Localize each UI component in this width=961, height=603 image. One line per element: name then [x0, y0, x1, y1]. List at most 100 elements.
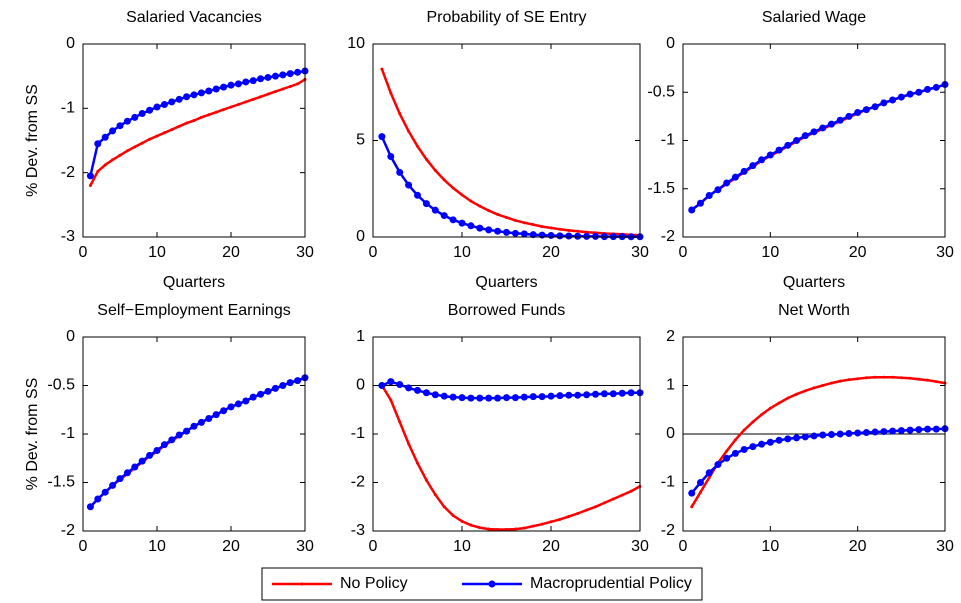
- series-marker: [511, 229, 519, 237]
- axes-box: [82, 336, 306, 532]
- y-tick-label: -1.5: [47, 474, 75, 491]
- series-marker: [751, 420, 755, 424]
- x-tick-label: 0: [369, 244, 378, 261]
- series-marker: [212, 85, 220, 93]
- series-marker: [749, 162, 757, 170]
- series-marker: [932, 83, 940, 91]
- series-marker: [707, 476, 711, 480]
- series-marker: [469, 199, 473, 203]
- series-marker: [740, 167, 748, 175]
- series-marker: [220, 83, 228, 91]
- series-marker: [212, 411, 220, 419]
- series-marker: [199, 115, 203, 119]
- series-marker: [451, 513, 455, 517]
- series-marker: [131, 113, 139, 121]
- series-marker: [882, 375, 886, 379]
- series-marker: [775, 436, 783, 444]
- series-marker: [197, 418, 205, 426]
- series-marker: [389, 91, 393, 95]
- x-tick-label: 20: [849, 538, 867, 555]
- series-marker: [190, 422, 198, 430]
- series-marker: [775, 146, 783, 154]
- series-line: [89, 78, 306, 187]
- series-marker: [926, 378, 930, 382]
- series-marker: [476, 394, 484, 402]
- y-tick-label: 0: [66, 35, 75, 52]
- series-marker: [873, 375, 877, 379]
- legend: No Policy Macroprudential Policy: [261, 567, 703, 601]
- y-tick-label: 1: [666, 377, 675, 394]
- series-marker: [242, 397, 250, 405]
- series-marker: [175, 431, 183, 439]
- series-marker: [731, 449, 739, 457]
- y-tick-label: 10: [347, 35, 365, 52]
- series-marker: [827, 430, 835, 438]
- series-marker: [513, 218, 517, 222]
- series-marker: [86, 503, 94, 511]
- series-marker: [602, 501, 606, 505]
- series-marker: [396, 381, 404, 389]
- series-marker: [629, 489, 633, 493]
- series-marker: [924, 85, 932, 93]
- y-tick-label: 0: [66, 328, 75, 345]
- series-marker: [529, 393, 537, 401]
- series-marker: [422, 200, 430, 208]
- y-tick-label: -1: [351, 425, 365, 442]
- y-tick-label: -1.5: [647, 180, 675, 197]
- series-marker: [227, 81, 235, 89]
- x-tick-label: 30: [296, 244, 314, 261]
- series-marker: [505, 528, 508, 532]
- series-marker: [819, 431, 827, 439]
- series-marker: [387, 153, 395, 161]
- series-marker: [416, 144, 419, 148]
- y-tick-label: 0: [666, 35, 675, 52]
- series-marker: [698, 490, 702, 494]
- x-tick-label: 0: [679, 538, 688, 555]
- y-tick-label: -1: [61, 100, 75, 117]
- series-marker: [505, 216, 508, 220]
- x-axis-label: Quarters: [163, 274, 225, 291]
- series-marker: [558, 517, 562, 521]
- x-tick-label: 0: [679, 244, 688, 261]
- series-marker: [574, 391, 582, 399]
- x-tick-label: 20: [542, 538, 560, 555]
- y-tick-label: 2: [666, 328, 675, 345]
- series-marker: [146, 451, 154, 459]
- series-marker: [469, 523, 473, 527]
- series-marker: [854, 109, 862, 117]
- series-marker: [273, 90, 277, 94]
- series-marker: [407, 442, 411, 446]
- y-tick-label: -2: [61, 522, 75, 539]
- series-marker: [405, 384, 413, 392]
- series-marker: [549, 226, 553, 230]
- series-marker: [714, 186, 722, 194]
- series-marker: [627, 389, 635, 397]
- series-marker: [414, 386, 421, 394]
- series-marker: [880, 428, 888, 436]
- series-marker: [222, 108, 226, 112]
- series-marker: [749, 443, 757, 451]
- subplot: Salaried Wage Quarters 0 10 20 30 -2 -1.5 -1 -0.5…: [647, 9, 954, 291]
- series-marker: [889, 427, 897, 435]
- series-marker: [880, 99, 888, 107]
- series-marker: [889, 96, 897, 104]
- series-marker: [908, 376, 912, 380]
- series-marker: [160, 100, 168, 108]
- series-marker: [819, 124, 827, 132]
- series-marker: [279, 382, 287, 389]
- series-marker: [398, 420, 402, 424]
- series-marker: [531, 524, 535, 528]
- x-tick-label: 20: [542, 244, 560, 261]
- series-marker: [460, 519, 464, 523]
- series-marker: [585, 508, 589, 512]
- series-marker: [899, 376, 903, 380]
- legend-label: No Policy: [340, 575, 408, 592]
- series-marker: [118, 153, 122, 157]
- series-marker: [296, 82, 300, 86]
- series-marker: [556, 232, 564, 240]
- series-marker: [924, 425, 932, 433]
- series-marker: [458, 394, 466, 402]
- series-marker: [547, 231, 555, 239]
- series-marker: [116, 122, 124, 130]
